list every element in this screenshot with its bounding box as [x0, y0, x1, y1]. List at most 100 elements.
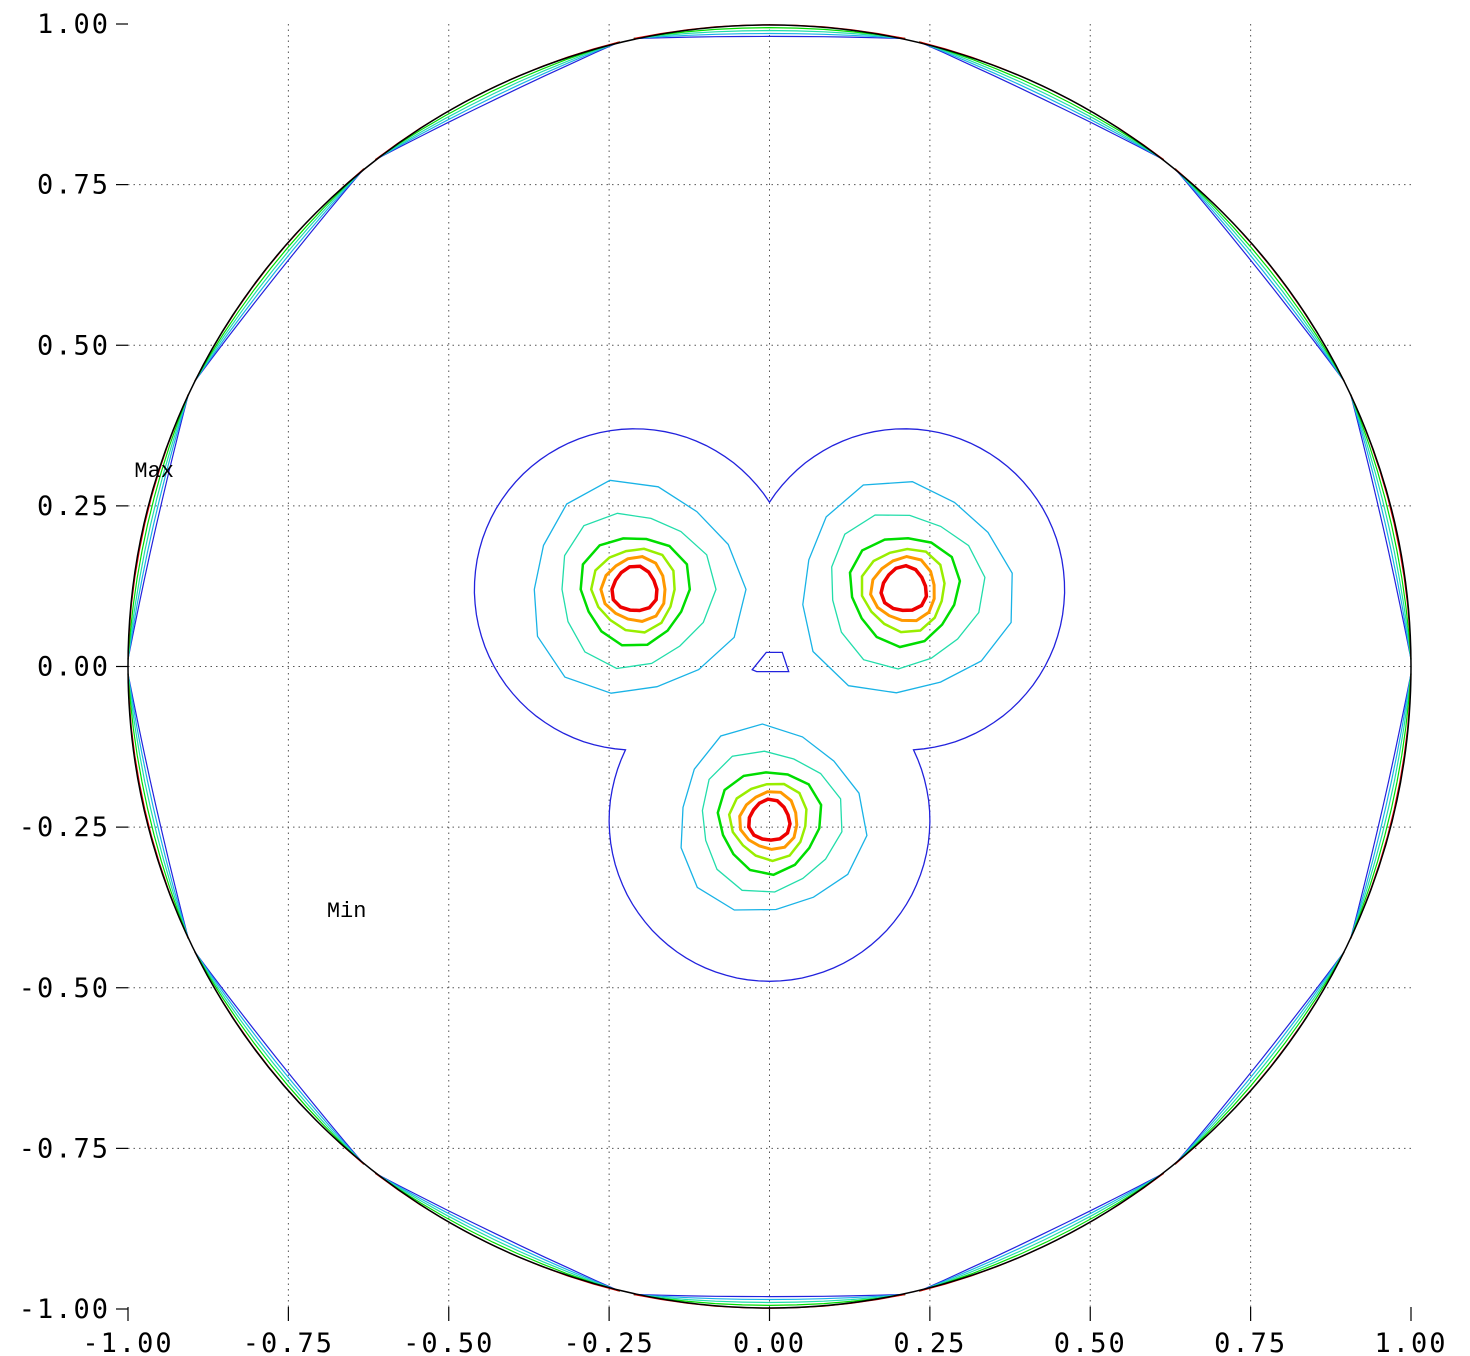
rim-contour-line: [1174, 951, 1345, 1165]
rim-contour-line: [633, 1293, 906, 1298]
rim-contour-line: [374, 1172, 620, 1292]
rim-contour-line: [127, 673, 189, 940]
x-tick-label: -0.75: [243, 1328, 334, 1356]
rim-contour-line: [919, 41, 1165, 161]
rim-contour-line: [1174, 168, 1345, 382]
rim-contour-line: [194, 168, 365, 382]
contour-line-outer: [473, 428, 1066, 982]
rim-contour-line: [1174, 951, 1345, 1165]
rim-contour-line: [919, 41, 1165, 161]
domain-boundary-circle: [127, 24, 1412, 1309]
y-tick-label: 0.50: [37, 330, 110, 361]
rim-contour-line: [919, 1172, 1165, 1292]
rim-contour-line: [374, 1172, 620, 1292]
x-tick-label: -0.50: [403, 1328, 494, 1356]
contour-lines: [473, 428, 1066, 982]
rim-contour-line: [1174, 951, 1345, 1165]
contour-line: [680, 723, 868, 911]
rim-contour-line: [633, 1293, 906, 1307]
contour-line: [701, 750, 843, 893]
rim-contour-line: [194, 951, 365, 1165]
x-tick-label: 0.50: [1054, 1328, 1127, 1356]
rim-contour-line: [127, 673, 189, 939]
rim-contour-line: [374, 1172, 620, 1292]
rim-contour-line: [1174, 168, 1345, 382]
annotations: Max Min: [134, 459, 366, 924]
contour-line-small: [751, 651, 790, 673]
rim-contour-line: [919, 41, 1165, 161]
rim-contour-line: [1350, 393, 1412, 660]
rim-contour-line: [919, 1172, 1165, 1292]
rim-contour-line: [919, 1172, 1165, 1292]
rim-contour-line: [194, 951, 365, 1165]
rim-contour-line: [374, 1172, 620, 1292]
rim-contour-line: [633, 1293, 906, 1301]
rim-contour-line: [194, 951, 365, 1165]
x-tick-label: 1.00: [1374, 1328, 1447, 1356]
rim-contour-line: [127, 394, 189, 660]
contour-line: [869, 554, 936, 623]
rim-contour-line: [194, 168, 365, 382]
rim-contour-line: [1350, 673, 1412, 939]
rim-contour-line: [194, 951, 365, 1165]
x-tick-label: -0.25: [563, 1328, 654, 1356]
rim-contour-line: [374, 1172, 620, 1292]
rim-contour-line: [919, 41, 1165, 161]
contour-line: [716, 771, 823, 877]
rim-contour-line: [1350, 673, 1412, 939]
rim-contour-line: [194, 168, 365, 382]
rim-contour-line: [194, 951, 365, 1165]
rim-contour-line: [194, 168, 365, 382]
contour-line: [579, 537, 692, 647]
rim-contour-line: [633, 26, 906, 40]
rim-contour-line: [1350, 673, 1412, 940]
contour-line: [802, 481, 1013, 694]
contour-line: [831, 514, 986, 670]
rim-contour-line: [919, 41, 1165, 161]
rim-contour-line: [919, 1172, 1165, 1292]
contour-line: [747, 797, 792, 842]
annotation-min: Min: [327, 899, 367, 924]
y-tick-label: -0.75: [19, 1133, 110, 1164]
rim-contour-line: [374, 41, 620, 161]
rim-contour-line: [374, 41, 620, 161]
contour-line: [848, 537, 962, 649]
rim-contour-line: [374, 41, 620, 161]
rim-contour-line: [1350, 394, 1412, 660]
rim-contour-line: [1174, 168, 1345, 382]
y-tick-label: 1.00: [37, 9, 110, 40]
contour-line: [589, 547, 676, 634]
y-tick-label: -0.25: [19, 812, 110, 843]
rim-contour-line: [1174, 951, 1345, 1165]
y-tick-label: 0.25: [37, 491, 110, 522]
axes: -1.00 -0.75 -0.50 -0.25 0.00 0.25 0.50 0.75 1.00…: [19, 9, 1447, 1356]
contour-line: [727, 782, 808, 863]
y-tick-label: 0.75: [37, 170, 110, 201]
rim-contour-line: [633, 35, 906, 40]
x-tick-label: 0.25: [893, 1328, 966, 1356]
contour-line: [738, 790, 799, 851]
contour-line: [610, 564, 659, 613]
y-tick-label: -0.50: [19, 973, 110, 1004]
rim-contour-line: [127, 673, 189, 939]
y-tick-label: -1.00: [19, 1294, 110, 1325]
rim-contour-line: [127, 393, 189, 660]
contour-line: [533, 479, 747, 694]
rim-contour-line: [374, 41, 620, 161]
x-tick-label: 0.75: [1214, 1328, 1287, 1356]
y-tick-label: 0.00: [37, 652, 110, 683]
rim-contour-line: [127, 394, 189, 660]
rim-contour-line: [1350, 393, 1412, 660]
rim-contour-line: [194, 168, 365, 382]
contour-line: [599, 555, 667, 623]
annotation-max: Max: [134, 459, 174, 484]
rim-contour-line: [1174, 168, 1345, 382]
rim-contour-line: [1350, 394, 1412, 660]
rim-contour-line: [1174, 168, 1345, 382]
rim-contour-line: [633, 29, 906, 40]
rim-contour-line: [633, 32, 906, 40]
rim-contour-line: [127, 673, 189, 940]
rim-contour-line: [127, 393, 189, 660]
x-tick-label: 0.00: [733, 1328, 806, 1356]
